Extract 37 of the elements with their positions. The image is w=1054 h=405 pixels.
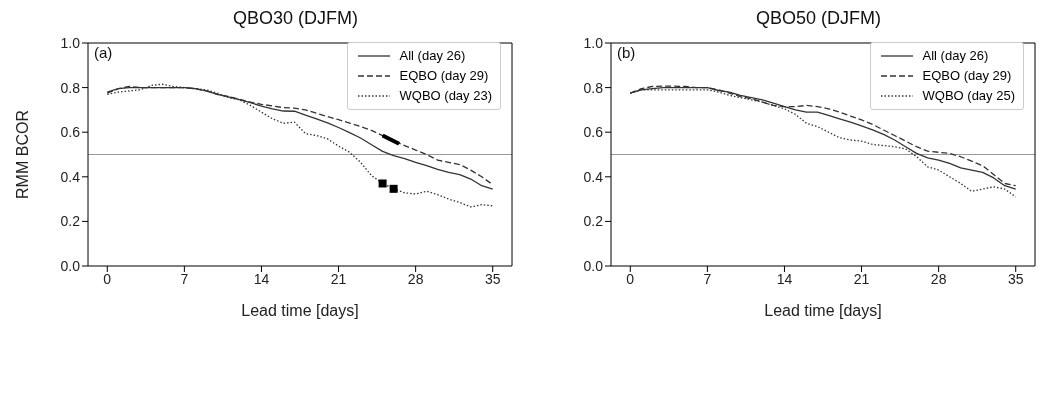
x-tick-label: 35 <box>1007 270 1024 287</box>
x-tick-label: 28 <box>930 270 947 287</box>
y-tick-label: 0.4 <box>60 168 81 185</box>
y-tick-label: 0.2 <box>583 213 604 230</box>
legend-label: All (day 26) <box>922 47 989 65</box>
x-tick-label: 0 <box>103 270 112 287</box>
y-tick-label: 0.6 <box>583 124 604 141</box>
y-tick-label: 0.8 <box>60 79 81 96</box>
chart-title: QBO30 (DJFM) <box>232 8 359 30</box>
y-tick-label: 1.0 <box>583 34 604 51</box>
x-tick-label: 7 <box>180 270 189 287</box>
y-tick-label: 1.0 <box>60 34 81 51</box>
x-tick-label: 14 <box>253 270 270 287</box>
x-axis-title: Lead time [days] <box>764 302 882 319</box>
annotation: (a) <box>94 44 113 61</box>
y-tick-label: 0.0 <box>583 257 604 274</box>
legend-label: WQBO (day 25) <box>922 87 1015 105</box>
legend-label: WQBO (day 23) <box>399 87 492 105</box>
legend-label: EQBO (day 29) <box>399 67 489 85</box>
y-tick-label: 0.4 <box>583 168 604 185</box>
legend-label: All (day 26) <box>399 47 466 65</box>
x-tick-label: 35 <box>484 270 501 287</box>
x-tick-label: 0 <box>626 270 635 287</box>
x-tick-label: 7 <box>703 270 712 287</box>
x-tick-label: 21 <box>330 270 347 287</box>
annotation: (b) <box>617 44 636 61</box>
y-tick-label: 0.8 <box>583 79 604 96</box>
y-axis-title: RMM BCOR <box>13 110 31 199</box>
y-tick-label: 0.6 <box>60 124 81 141</box>
x-tick-label: 14 <box>776 270 793 287</box>
chart-title: QBO50 (DJFM) <box>755 8 882 30</box>
y-tick-label: 0.2 <box>60 213 81 230</box>
x-tick-label: 28 <box>407 270 424 287</box>
legend-label: EQBO (day 29) <box>922 67 1012 85</box>
y-tick-label: 0.0 <box>60 257 81 274</box>
x-tick-label: 21 <box>853 270 870 287</box>
x-axis-title: Lead time [days] <box>241 302 359 319</box>
